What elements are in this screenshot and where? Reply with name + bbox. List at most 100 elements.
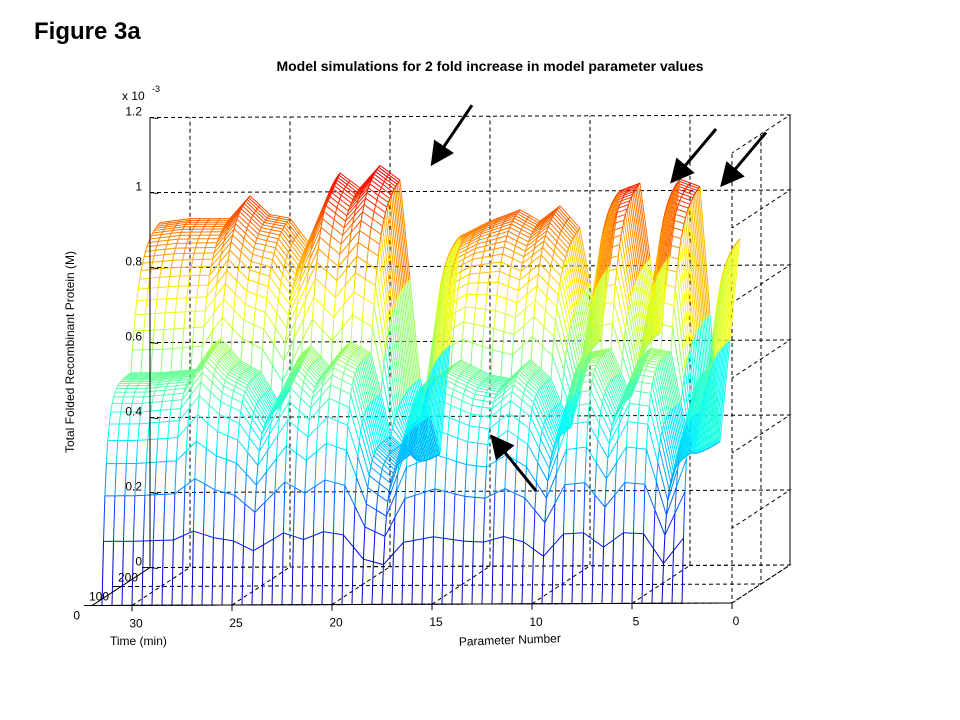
mesh-line-t13-25 [370,402,382,444]
mesh-line-t30-57 [715,264,726,358]
mesh-line-t12-55 [668,412,680,463]
surface-mesh [101,164,741,606]
mesh-line-t2-45 [554,484,566,504]
mesh-line-t1-28 [383,553,394,566]
mesh-line-x34-8 [453,384,456,390]
mesh-line-t32-48 [627,204,639,275]
mesh-line-x55-23 [684,362,688,371]
mesh-line-x50-6 [610,425,613,434]
mesh-line-x49-38 [646,259,649,262]
mesh-line-t3-44 [545,473,557,499]
mesh-line-x3-25 [167,276,171,287]
mesh-line-x19-15 [313,361,316,364]
mesh-line-x18-18 [307,346,310,349]
mesh-line-x50-38 [656,333,659,336]
mesh-line-t2-29 [394,498,406,518]
mesh-line-x15-2 [254,484,257,513]
mesh-line-x14-25 [277,290,281,301]
mesh-line-x23-18 [357,348,360,351]
mesh-line-t10-27 [386,458,397,468]
mesh-line-x5-19 [179,370,182,373]
mesh-line-x32-23 [454,299,458,313]
mesh-line-x14-3 [245,452,249,475]
mesh-line-t4-15 [257,450,269,466]
mesh-line-t2-20 [304,486,316,494]
mesh-line-t29-29 [433,269,445,366]
mesh-line-x18-32 [327,191,331,196]
mesh-line-x20-4 [307,420,310,437]
mesh-line-x14-12 [259,397,262,400]
mesh-line-x10-9 [214,366,217,371]
mesh-line-x21-5 [318,396,322,410]
mesh-line-t39-12 [278,217,289,221]
mesh-line-t35-51 [662,190,674,266]
mesh-line-t37-11 [265,219,276,223]
mesh-line-x29-28 [432,364,435,369]
mesh-line-t32-32 [468,239,479,246]
mesh-line-t10-26 [376,449,387,459]
x-tick-label-0: 30 [129,616,143,630]
mesh-line-x27-31 [416,424,419,427]
mesh-line-x55-9 [664,417,667,421]
mesh-line-x51-25 [647,301,651,310]
mesh-line-x58-14 [701,372,705,375]
mesh-line-x45-17 [576,391,579,394]
mesh-line-x10-24 [236,269,239,281]
mesh-line-x10-30 [245,228,248,234]
mesh-line-t33-32 [469,236,481,243]
mesh-line-t28-38 [522,255,533,264]
mesh-line-x22-6 [330,375,333,385]
mesh-line-x58-3 [685,435,689,459]
mesh-line-x24-20 [370,326,373,354]
mesh-line-x56-13 [680,459,683,462]
mesh-line-t1-57 [673,537,684,552]
mesh-line-x6-0 [161,540,164,606]
mesh-line-t7-5 [162,400,173,402]
mesh-line-x23-17 [356,349,359,352]
mesh-line-x47-33 [619,200,622,205]
mesh-line-x26-9 [374,449,377,453]
mesh-line-x51-37 [665,258,668,262]
mesh-line-t25-14 [277,300,289,316]
mesh-line-x35-38 [506,215,509,218]
mesh-line-t28-17 [312,218,324,242]
mesh-line-x24-32 [387,198,391,203]
mesh-line-x7-26 [209,266,212,276]
mesh-line-t26-1 [149,276,160,279]
mesh-line-x56-7 [671,472,675,477]
mesh-line-t8-48 [593,373,605,398]
mesh-line-t7-7 [181,385,193,400]
mesh-line-x46-27 [600,233,604,242]
mesh-line-x19-29 [333,213,336,220]
mesh-line-x54-36 [693,192,697,196]
mesh-line-t20-42 [550,378,562,404]
mesh-line-t20-54 [670,351,682,403]
mesh-line-x17-23 [304,284,308,300]
mesh-line-t17-53 [656,352,667,356]
mesh-line-t4-34 [447,434,458,439]
mesh-line-x48-17 [606,350,609,353]
mesh-line-x3-23 [164,298,168,313]
mesh-line-t3-48 [585,446,597,464]
mesh-line-x3-35 [182,226,185,230]
mesh-line-t11-25 [367,406,379,448]
mesh-line-t13-23 [350,355,362,363]
mesh-line-x13-29 [273,247,276,254]
mesh-line-x20-26 [339,244,342,255]
mesh-line-t34-31 [461,238,472,245]
mesh-line-t32-22 [368,187,379,196]
mesh-line-x32-34 [470,236,474,240]
mesh-line-t31-29 [436,259,448,360]
mesh-line-t34-35 [501,223,512,228]
mesh-line-x21-1 [312,486,316,536]
mesh-line-x34-30 [485,241,488,247]
mesh-line-x52-14 [641,353,645,356]
mesh-line-t23-35 [485,308,496,312]
mesh-line-t3-26 [366,503,377,511]
mesh-line-x48-38 [636,184,639,188]
mesh-line-t11-39 [507,372,519,383]
mesh-line-x25-31 [396,296,399,300]
mesh-line-x56-14 [681,457,685,460]
mesh-line-t7-27 [381,468,393,479]
mesh-line-x8-19 [209,353,212,356]
